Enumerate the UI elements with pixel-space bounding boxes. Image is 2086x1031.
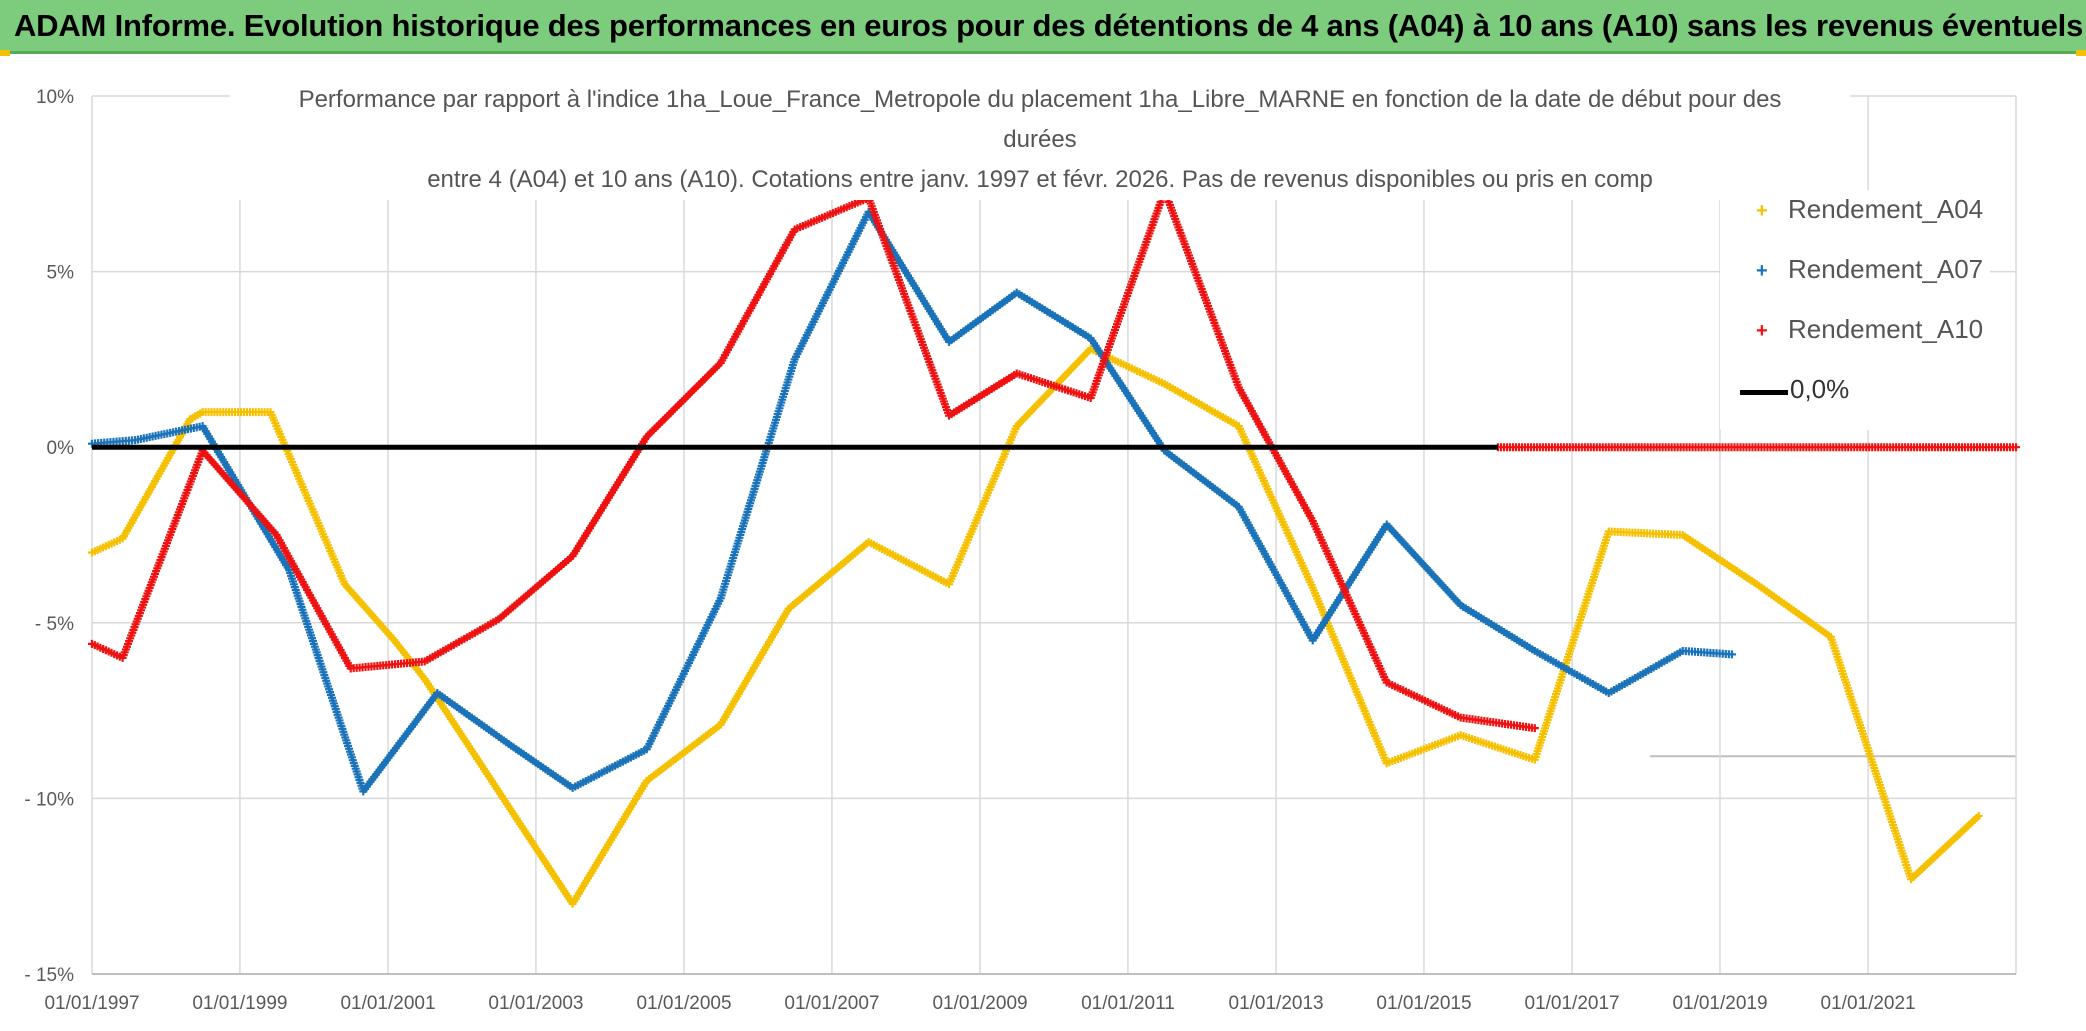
legend-item-a10: + Rendement_A10 bbox=[1720, 310, 1990, 370]
legend-item-zero: 0,0% bbox=[1720, 370, 1990, 430]
chart-title-line-3: entre 4 (A04) et 10 ans (A10). Cotations… bbox=[230, 160, 1850, 200]
legend-a07-label: Rendement_A07 bbox=[1788, 254, 1984, 284]
x-tick-label: 01/01/2019 bbox=[1672, 993, 1767, 1014]
x-tick-label: 01/01/2021 bbox=[1821, 993, 1916, 1014]
y-tick-label: - 5% bbox=[35, 614, 74, 635]
legend-a10-marker: + bbox=[1756, 320, 1768, 342]
y-tick-label: - 10% bbox=[24, 789, 74, 810]
x-tick-label: 01/01/2009 bbox=[932, 993, 1027, 1014]
x-tick-label: 01/01/2013 bbox=[1229, 993, 1324, 1014]
tick-labels: 10% 5% 0% - 5% - 10% - 15% 01/01/1997 01/01/199… bbox=[24, 87, 1915, 1014]
y-tick-label: 0% bbox=[47, 438, 75, 459]
legend-zero-label: 0,0% bbox=[1790, 374, 1850, 404]
legend-a04-marker: + bbox=[1756, 200, 1768, 222]
x-tick-label: 01/01/2001 bbox=[340, 993, 435, 1014]
y-tick-label: 5% bbox=[47, 263, 75, 284]
y-tick-label: 10% bbox=[36, 87, 74, 108]
chart-title-line-2: durées bbox=[230, 120, 1850, 160]
x-tick-label: 01/01/1997 bbox=[44, 993, 139, 1014]
series-markers bbox=[88, 186, 1539, 733]
series-group bbox=[88, 186, 2020, 908]
legend-item-a07: + Rendement_A07 bbox=[1720, 250, 1990, 310]
y-tick-label: - 15% bbox=[24, 965, 74, 986]
series-markers bbox=[88, 344, 1983, 908]
report-banner: ADAM Informe. Evolution historique des p… bbox=[0, 0, 2086, 54]
series-markers bbox=[1493, 443, 2020, 452]
legend-a10-label: Rendement_A10 bbox=[1788, 314, 1984, 344]
x-tick-label: 01/01/2015 bbox=[1376, 993, 1471, 1014]
legend-zero-line bbox=[1740, 390, 1788, 395]
legend-a04-label: Rendement_A04 bbox=[1788, 194, 1984, 224]
chart-title: Performance par rapport à l'indice 1ha_L… bbox=[230, 80, 1850, 200]
x-tick-label: 01/01/2017 bbox=[1525, 993, 1620, 1014]
series-rendement-a04 bbox=[88, 344, 1983, 908]
banner-corner-right bbox=[2076, 50, 2086, 56]
x-tick-label: 01/01/2007 bbox=[784, 993, 879, 1014]
series-rendement-a10 bbox=[88, 186, 1539, 733]
banner-corner-left bbox=[0, 50, 10, 56]
legend-item-a04: + Rendement_A04 bbox=[1720, 190, 1990, 250]
legend-a07-marker: + bbox=[1756, 260, 1768, 282]
report-title: ADAM Informe. Evolution historique des p… bbox=[14, 8, 2084, 43]
x-tick-label: 01/01/2005 bbox=[636, 993, 731, 1014]
x-tick-label: 01/01/1999 bbox=[192, 993, 287, 1014]
chart-title-line-1: Performance par rapport à l'indice 1ha_L… bbox=[230, 80, 1850, 120]
chart-legend: + Rendement_A04 + Rendement_A07 + Rendem… bbox=[1720, 190, 1990, 430]
x-tick-label: 01/01/2003 bbox=[488, 993, 583, 1014]
series-markers bbox=[88, 207, 1736, 796]
series-rendement-a07 bbox=[88, 207, 1736, 796]
series-rendement-a10-flat bbox=[1493, 443, 2020, 452]
x-tick-label: 01/01/2011 bbox=[1081, 993, 1175, 1014]
